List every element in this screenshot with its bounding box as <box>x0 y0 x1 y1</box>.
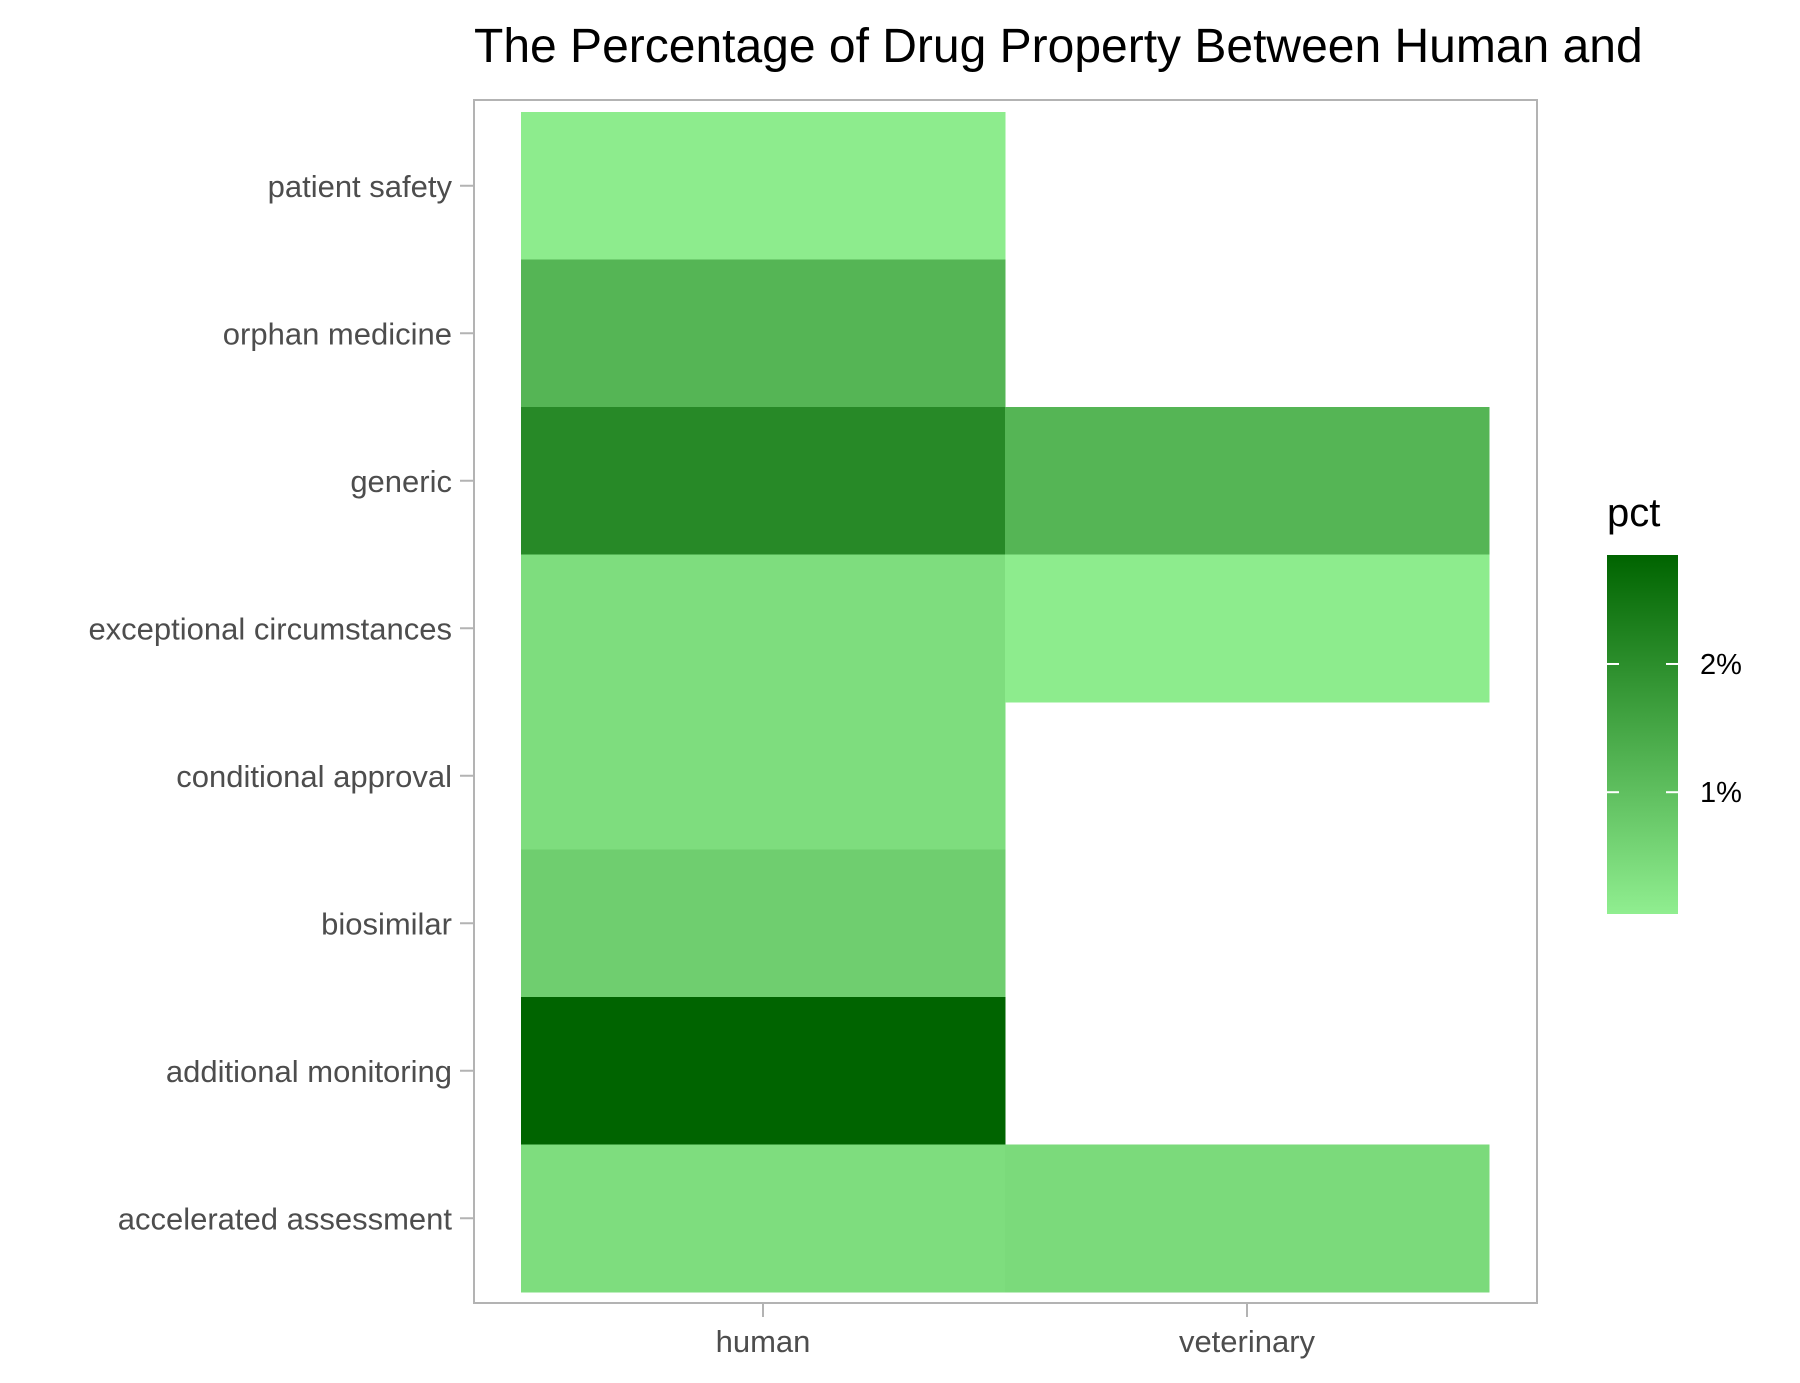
cell-human-orphan-medicine <box>521 259 1006 408</box>
color-legend: pct 1% 2% <box>1607 491 1742 914</box>
plot-panel-border <box>473 99 1538 1304</box>
cell-human-conditional-approval <box>521 702 1006 850</box>
cell-veterinary-generic <box>1005 407 1490 555</box>
cell-human-accelerated-assessment <box>521 1144 1006 1293</box>
y-tick-label-additional-monitoring: additional monitoring <box>166 1054 452 1089</box>
cell-human-additional-monitoring <box>521 997 1006 1145</box>
y-tick-label-generic: generic <box>350 464 452 499</box>
legend-title: pct <box>1607 491 1660 535</box>
x-axis: human veterinary <box>716 1303 1316 1359</box>
cell-human-biosimilar <box>521 849 1006 998</box>
y-tick-label-biosimilar: biosimilar <box>321 906 452 941</box>
cell-human-patient-safety <box>521 112 1006 260</box>
legend-label-1: 1% <box>1700 777 1742 809</box>
y-tick-label-conditional-approval: conditional approval <box>176 759 452 794</box>
heatmap-cells <box>521 112 1490 1293</box>
cell-veterinary-accelerated-assessment <box>1005 1144 1490 1293</box>
x-tick-label-human: human <box>716 1324 811 1359</box>
y-axis: accelerated assessment additional monitor… <box>88 169 474 1236</box>
cell-veterinary-exceptional-circumstances <box>1005 554 1490 703</box>
chart-title: The Percentage of Drug Property Between … <box>474 20 1643 73</box>
y-tick-label-accelerated-assessment: accelerated assessment <box>118 1201 453 1236</box>
x-tick-label-veterinary: veterinary <box>1179 1324 1316 1359</box>
y-tick-label-patient-safety: patient safety <box>268 169 453 204</box>
cell-human-exceptional-circumstances <box>521 554 1006 703</box>
legend-colorbar <box>1607 555 1678 914</box>
cell-human-generic <box>521 407 1006 555</box>
y-tick-label-exceptional-circumstances: exceptional circumstances <box>88 611 452 646</box>
legend-label-2: 2% <box>1700 649 1742 681</box>
y-tick-label-orphan-medicine: orphan medicine <box>223 316 452 351</box>
